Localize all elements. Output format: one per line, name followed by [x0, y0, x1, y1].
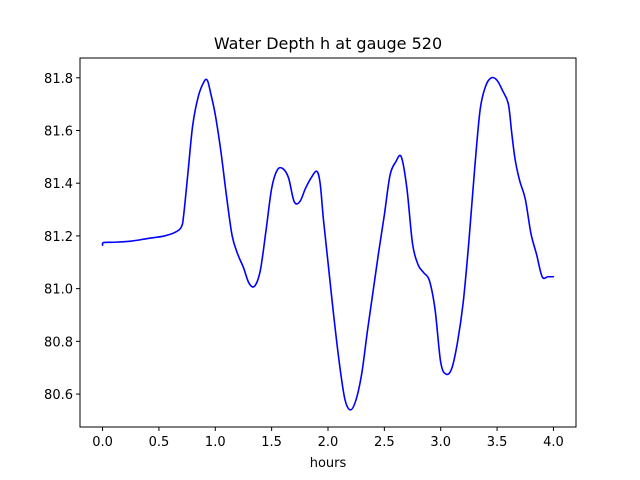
- x-tick-label: 0.5: [149, 435, 170, 450]
- x-tick-label: 0.0: [92, 435, 113, 450]
- x-axis: 0.0 0.5 1.0 1.5 2.0 2.5 3.0 3.5 4.0: [92, 427, 564, 450]
- x-tick-label: 4.0: [543, 435, 564, 450]
- y-tick-label: 80.8: [44, 335, 73, 350]
- x-tick-label: 2.5: [374, 435, 395, 450]
- y-tick-label: 81.4: [44, 177, 73, 192]
- x-tick-label: 3.5: [487, 435, 508, 450]
- x-axis-label: hours: [310, 456, 347, 471]
- y-axis: 80.6 80.8 81.0 81.2 81.4 81.6 81.8: [44, 72, 80, 403]
- series-layer: [101, 76, 555, 411]
- plot-area: [80, 58, 576, 427]
- y-tick-label: 81.6: [44, 124, 73, 139]
- x-tick-label: 1.0: [205, 435, 226, 450]
- series-line-0: [101, 76, 555, 411]
- x-tick-label: 3.0: [430, 435, 451, 450]
- y-tick-label: 81.8: [44, 72, 73, 87]
- y-tick-label: 81.0: [44, 283, 73, 298]
- x-tick-label: 2.0: [318, 435, 339, 450]
- chart-title: Water Depth h at gauge 520: [214, 34, 442, 53]
- x-tick-label: 1.5: [261, 435, 282, 450]
- plot-frame: [80, 58, 576, 427]
- y-tick-label: 81.2: [44, 230, 73, 245]
- y-tick-label: 80.6: [44, 388, 73, 403]
